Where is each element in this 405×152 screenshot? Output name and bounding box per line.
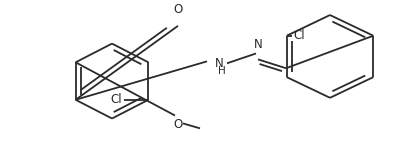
Text: O: O xyxy=(173,3,182,16)
Text: Cl: Cl xyxy=(293,29,305,42)
Text: N: N xyxy=(215,57,223,70)
Text: O: O xyxy=(173,119,182,131)
Text: N: N xyxy=(253,38,262,52)
Text: H: H xyxy=(217,66,225,76)
Text: Cl: Cl xyxy=(111,93,122,106)
